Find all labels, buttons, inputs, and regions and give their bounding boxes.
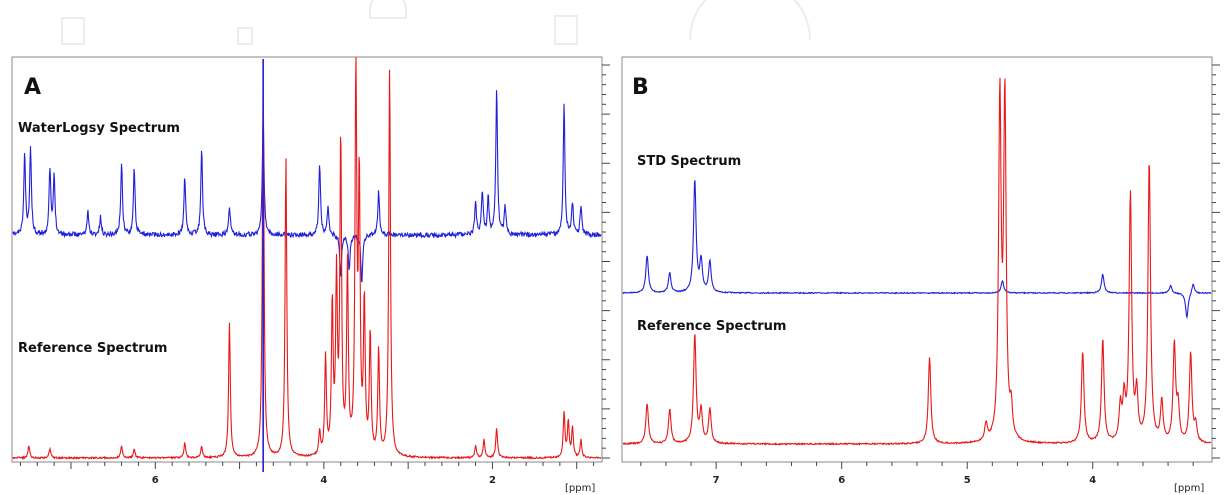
watermark-shapes — [61, 0, 811, 45]
panel-a-plot — [12, 56, 602, 472]
panel-a-x-tick-label: 4 — [320, 475, 327, 486]
panel-a-x-tick-label: 2 — [489, 475, 496, 486]
panel-a-lower-label: Reference Spectrum — [18, 341, 167, 356]
panel-a-frame — [11, 56, 603, 463]
panel-a-x-tick-label: 6 — [152, 475, 159, 486]
panel-b-x-tick-label: 7 — [713, 475, 720, 486]
panel-b-x-tick-label: 5 — [964, 475, 971, 486]
panel-b-plot — [622, 77, 1212, 446]
panel-b-series-lower-line — [622, 77, 1212, 446]
panel-b-x-axis: 7 6 5 4 — [640, 462, 1194, 486]
panel-b-x-unit: [ppm] — [1174, 483, 1204, 494]
panel-a-x-unit: [ppm] — [565, 483, 595, 494]
panel-b-upper-label: STD Spectrum — [637, 154, 741, 169]
panel-b-x-tick-label: 6 — [838, 475, 845, 486]
panel-b-frame — [621, 56, 1213, 463]
panel-a-letter: A — [24, 75, 41, 100]
panel-a-series-lower-line — [12, 56, 601, 461]
panel-b-series-upper-line — [622, 180, 1212, 320]
panel-a-right-axis-ticks — [602, 64, 610, 459]
panel-a-series-upper-line — [12, 90, 602, 283]
panel-b: B STD Spectrum Reference Spectrum 7 6 5 4 [… — [621, 56, 1220, 494]
panel-a-x-axis: 6 4 2 — [19, 462, 595, 486]
panel-a: A WaterLogsy Spectrum Reference Spectrum… — [11, 56, 610, 494]
panel-b-lower-label: Reference Spectrum — [637, 319, 786, 334]
panel-b-letter: B — [632, 75, 649, 100]
panel-a-upper-label: WaterLogsy Spectrum — [18, 121, 180, 136]
panel-b-x-tick-label: 4 — [1089, 475, 1096, 486]
panel-b-right-axis-ticks — [1212, 64, 1220, 459]
